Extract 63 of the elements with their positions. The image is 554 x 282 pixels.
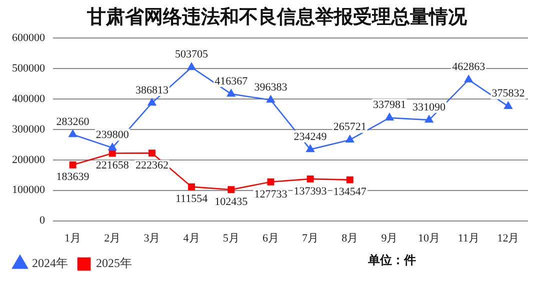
x-tick-label: 5月 xyxy=(222,232,240,244)
x-tick-label: 9月 xyxy=(381,232,398,244)
point xyxy=(266,95,275,103)
data-label: 265721 xyxy=(333,121,366,134)
data-label: 396383 xyxy=(254,81,288,94)
data-label: 375832 xyxy=(492,88,525,100)
y-tick-label: 500000 xyxy=(12,62,46,74)
point xyxy=(108,150,116,157)
data-label: 127733 xyxy=(254,188,288,200)
data-label: 102435 xyxy=(214,196,248,208)
point xyxy=(306,144,314,152)
point xyxy=(464,75,473,82)
point xyxy=(346,176,354,184)
point xyxy=(148,98,156,106)
data-label: 503705 xyxy=(175,48,209,61)
point xyxy=(504,102,512,109)
data-label: 137393 xyxy=(294,185,328,198)
data-label: 283260 xyxy=(56,116,90,128)
data-label: 239800 xyxy=(96,129,130,142)
x-tick-label: 8月 xyxy=(342,232,358,244)
x-tick-label: 1月 xyxy=(64,232,82,244)
y-tick-label: 200000 xyxy=(12,154,46,166)
y-tick-label: 0 xyxy=(40,214,46,227)
data-label: 222362 xyxy=(135,159,168,172)
point xyxy=(424,115,434,123)
data-label: 111554 xyxy=(175,193,208,206)
point xyxy=(228,186,235,194)
legend-label: 2025年 xyxy=(96,256,132,270)
y-tick-label: 400000 xyxy=(12,92,46,105)
x-tick-label: 6月 xyxy=(262,232,279,244)
y-tick-label: 300000 xyxy=(12,123,46,136)
point xyxy=(68,130,77,138)
text: 单位：件 xyxy=(368,252,416,269)
data-label: 134547 xyxy=(333,186,367,198)
point xyxy=(108,143,116,150)
data-label: 183639 xyxy=(56,171,90,184)
point xyxy=(148,150,156,157)
data-label: 337981 xyxy=(372,99,406,112)
point xyxy=(385,113,394,120)
legend-label: 2024年 xyxy=(32,256,68,270)
data-label: 221658 xyxy=(96,160,130,172)
point xyxy=(346,135,354,142)
x-tick-label: 7月 xyxy=(302,232,319,244)
data-label: 331090 xyxy=(412,101,446,114)
y-tick-label: 100000 xyxy=(12,184,46,196)
x-tick-label: 3月 xyxy=(144,232,160,244)
x-tick-label: 11月 xyxy=(458,232,480,244)
x-tick-label: 12月 xyxy=(497,232,520,244)
x-tick-label: 10月 xyxy=(418,232,440,244)
data-label: 416367 xyxy=(214,75,248,88)
data-label: 234249 xyxy=(294,130,328,143)
data-label: 462863 xyxy=(452,61,486,74)
point xyxy=(267,178,274,186)
data-label: 386813 xyxy=(135,84,169,96)
y-tick-label: 600000 xyxy=(12,32,46,44)
point xyxy=(69,161,76,168)
chart-title: 甘肃省网络违法和不良信息举报受理总量情况 xyxy=(86,6,468,30)
point xyxy=(188,183,196,190)
point xyxy=(306,175,314,182)
x-tick-label: 4月 xyxy=(183,232,200,244)
x-tick-label: 2月 xyxy=(104,232,121,244)
point xyxy=(187,62,196,70)
point xyxy=(227,89,236,97)
